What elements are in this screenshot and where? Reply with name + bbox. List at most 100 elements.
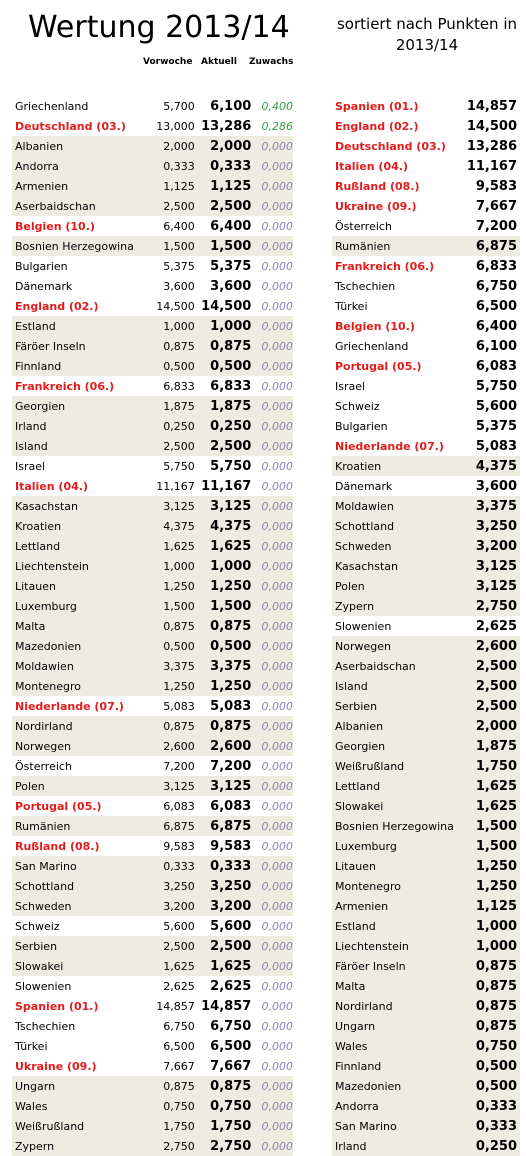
country-name: Frankreich (06.)	[335, 259, 435, 273]
current-value: 6,400	[210, 218, 252, 234]
ranking-row: Liechtenstein 1,000	[332, 936, 520, 956]
current-value: 3,375	[475, 498, 517, 514]
ranking-row: Luxemburg 1,500	[332, 836, 520, 856]
increase-value: 0,000	[261, 719, 294, 733]
current-value: 7,667	[475, 198, 517, 214]
country-name: Niederlande (07.)	[335, 439, 444, 453]
current-value: 6,875	[475, 238, 517, 254]
ranking-row: Portugal (05.) 6,083	[332, 356, 520, 376]
table-row: Kroatien 4,375 4,375 0,000	[12, 516, 293, 536]
current-value: 1,625	[475, 778, 517, 794]
current-value: 2,750	[210, 1138, 252, 1154]
table-row: Georgien 1,875 1,875 0,000	[12, 396, 293, 416]
ranking-row: Estland 1,000	[332, 916, 520, 936]
current-value: 0,875	[210, 718, 252, 734]
current-value: 1,000	[475, 938, 517, 954]
country-name: Nordirland	[335, 999, 393, 1013]
previous-week-value: 3,375	[163, 659, 195, 673]
previous-week-value: 1,125	[163, 179, 195, 193]
increase-value: 0,000	[261, 399, 294, 413]
increase-value: 0,000	[261, 1039, 294, 1053]
previous-week-value: 6,400	[163, 219, 195, 233]
ranking-row: Kroatien 4,375	[332, 456, 520, 476]
current-value: 2,000	[475, 718, 517, 734]
ranking-row: Belgien (10.) 6,400	[332, 316, 520, 336]
ranking-row: Serbien 2,500	[332, 696, 520, 716]
table-row: Israel 5,750 5,750 0,000	[12, 456, 293, 476]
current-value: 2,625	[475, 618, 517, 634]
current-value: 3,600	[210, 278, 252, 294]
country-name: Schweiz	[335, 399, 380, 413]
current-value: 1,500	[475, 838, 517, 854]
previous-week-value: 3,200	[163, 899, 195, 913]
country-name: Schweden	[335, 539, 392, 553]
current-value: 1,750	[210, 1118, 252, 1134]
table-row: Liechtenstein 1,000 1,000 0,000	[12, 556, 293, 576]
table-row: Weißrußland 1,750 1,750 0,000	[12, 1116, 293, 1136]
previous-week-value: 6,500	[163, 1039, 195, 1053]
country-name: Nordirland	[15, 719, 73, 733]
current-value: 1,125	[210, 178, 252, 194]
current-value: 6,500	[475, 298, 517, 314]
increase-value: 0,000	[261, 919, 294, 933]
increase-value: 0,000	[261, 659, 294, 673]
previous-week-value: 1,250	[163, 579, 195, 593]
previous-week-value: 6,083	[163, 799, 195, 813]
country-name: Moldawien	[335, 499, 394, 513]
previous-week-value: 9,583	[163, 839, 195, 853]
table-row: Lettland 1,625 1,625 0,000	[12, 536, 293, 556]
ranking-row: Österreich 7,200	[332, 216, 520, 236]
country-name: Moldawien	[15, 659, 74, 673]
country-name: Ukraine (09.)	[15, 1059, 97, 1073]
country-name: Bosnien Herzegowina	[335, 819, 453, 833]
table-row: Niederlande (07.) 5,083 5,083 0,000	[12, 696, 293, 716]
increase-value: 0,286	[261, 119, 294, 133]
current-value: 3,250	[475, 518, 517, 534]
country-name: Polen	[15, 779, 45, 793]
increase-value: 0,000	[261, 939, 294, 953]
ranking-row: Schottland 3,250	[332, 516, 520, 536]
country-name: Luxemburg	[15, 599, 77, 613]
current-value: 14,500	[466, 118, 517, 134]
table-row: Spanien (01.) 14,857 14,857 0,000	[12, 996, 293, 1016]
country-name: Polen	[335, 579, 365, 593]
current-value: 0,875	[210, 618, 252, 634]
previous-week-value: 5,750	[163, 459, 195, 473]
country-name: San Marino	[15, 859, 77, 873]
table-row: Griechenland 5,700 6,100 0,400	[12, 96, 293, 116]
increase-value: 0,000	[261, 359, 294, 373]
table-row: Slowakei 1,625 1,625 0,000	[12, 956, 293, 976]
increase-value: 0,000	[261, 179, 294, 193]
current-value: 2,500	[475, 698, 517, 714]
current-value: 1,500	[210, 238, 252, 254]
current-value: 6,400	[475, 318, 517, 334]
ranking-row: Irland 0,250	[332, 1136, 520, 1156]
previous-week-value: 1,500	[163, 239, 195, 253]
increase-value: 0,000	[261, 419, 294, 433]
country-name: Ungarn	[335, 1019, 376, 1033]
table-row: Portugal (05.) 6,083 6,083 0,000	[12, 796, 293, 816]
previous-week-value: 1,500	[163, 599, 195, 613]
country-name: Montenegro	[15, 679, 82, 693]
current-value: 0,875	[210, 338, 252, 354]
header-zuwachs: Zuwachs	[249, 57, 294, 67]
current-value: 2,500	[210, 438, 252, 454]
increase-value: 0,400	[261, 99, 294, 113]
current-value: 6,100	[210, 98, 252, 114]
increase-value: 0,000	[261, 979, 294, 993]
country-name: Kasachstan	[15, 499, 79, 513]
country-name: Serbien	[15, 939, 58, 953]
current-value: 1,500	[210, 598, 252, 614]
country-name: Mazedonien	[335, 1079, 402, 1093]
current-value: 6,750	[210, 1018, 252, 1034]
previous-week-value: 7,667	[163, 1059, 195, 1073]
table-row: Malta 0,875 0,875 0,000	[12, 616, 293, 636]
increase-value: 0,000	[261, 739, 294, 753]
table-row: Belgien (10.) 6,400 6,400 0,000	[12, 216, 293, 236]
previous-week-value: 14,500	[156, 299, 195, 313]
country-name: Armenien	[15, 179, 69, 193]
country-name: Finnland	[335, 1059, 382, 1073]
previous-week-value: 1,875	[163, 399, 195, 413]
current-value: 5,600	[210, 918, 252, 934]
previous-week-value: 2,500	[163, 439, 195, 453]
